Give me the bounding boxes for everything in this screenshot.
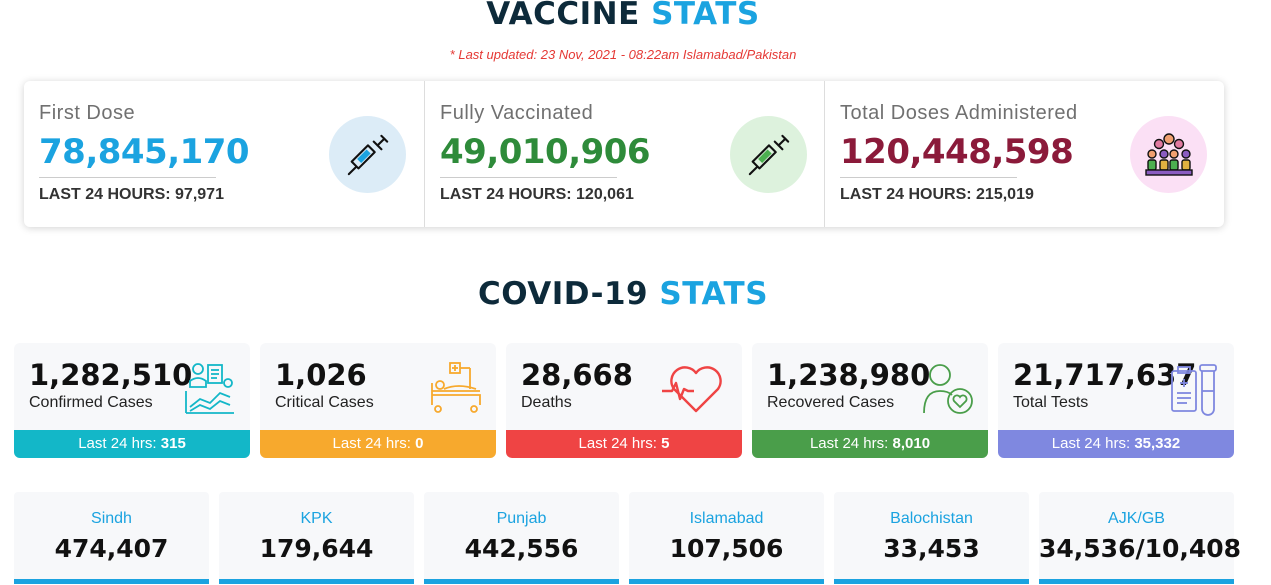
province-name: Islamabad (689, 510, 764, 527)
recovered-cases-card: 1,238,980 Recovered Cases Last 24 hrs: 8… (752, 343, 988, 458)
total-doses-card: Total Doses Administered 120,448,598 LAS… (824, 81, 1224, 227)
critical-cases-value: 1,026 (275, 358, 367, 392)
vaccine-panel: First Dose 78,845,170 LAST 24 HOURS: 97,… (24, 81, 1224, 227)
deaths-value: 28,668 (521, 358, 633, 392)
fully-vaccinated-label: Fully Vaccinated (440, 102, 594, 124)
fully-vaccinated-value: 49,010,906 (440, 132, 651, 172)
total-tests-label: Total Tests (1013, 394, 1089, 411)
confirmed-cases-value: 1,282,510 (29, 358, 193, 392)
first-dose-last24: LAST 24 HOURS: 97,971 (39, 186, 224, 203)
province-name: AJK/GB (1108, 510, 1165, 527)
province-name: Punjab (496, 510, 547, 527)
province-card-sindh: Sindh 474,407 (14, 492, 209, 584)
total-tests-value: 21,717,637 (1013, 358, 1197, 392)
first-dose-card: First Dose 78,845,170 LAST 24 HOURS: 97,… (24, 81, 424, 227)
fully-vaccinated-card: Fully Vaccinated 49,010,906 LAST 24 HOUR… (424, 81, 824, 227)
province-value: 442,556 (464, 534, 579, 563)
total-tests-card: 21,717,637 Total Tests Last 24 hrs: 35,3… (998, 343, 1234, 458)
vaccine-stats-title: VACCINE STATS (486, 0, 760, 32)
province-name: Sindh (91, 510, 132, 527)
confirmed-cases-card: 1,282,510 Confirmed Cases Last 24 hrs: 3… (14, 343, 250, 458)
critical-cases-last24-bar: Last 24 hrs: 0 (260, 430, 496, 458)
confirmed-cases-last24-bar: Last 24 hrs: 315 (14, 430, 250, 458)
province-card-islamabad: Islamabad 107,506 (629, 492, 824, 584)
recovered-cases-value: 1,238,980 (767, 358, 931, 392)
syringe-icon (329, 116, 406, 193)
syringe-green-icon (730, 116, 807, 193)
recovered-person-icon (920, 361, 976, 417)
hospital-bed-icon (428, 361, 484, 417)
critical-cases-card: 1,026 Critical Cases Last 24 hrs: 0 (260, 343, 496, 458)
recovered-cases-last24-bar: Last 24 hrs: 8,010 (752, 430, 988, 458)
province-value: 179,644 (259, 534, 374, 563)
province-card-kpk: KPK 179,644 (219, 492, 414, 584)
province-card-balochistan: Balochistan 33,453 (834, 492, 1029, 584)
heartbeat-icon (662, 361, 730, 417)
chart-analytics-icon (182, 361, 238, 417)
province-card-punjab: Punjab 442,556 (424, 492, 619, 584)
last-updated-note: * Last updated: 23 Nov, 2021 - 08:22am I… (449, 47, 797, 62)
first-dose-value: 78,845,170 (39, 132, 250, 172)
deaths-card: 28,668 Deaths Last 24 hrs: 5 (506, 343, 742, 458)
total-doses-last24: LAST 24 HOURS: 215,019 (840, 186, 1034, 203)
province-value: 34,536/10,408 (1039, 534, 1242, 563)
deaths-last24-bar: Last 24 hrs: 5 (506, 430, 742, 458)
fully-vaccinated-last24: LAST 24 HOURS: 120,061 (440, 186, 634, 203)
recovered-cases-label: Recovered Cases (767, 394, 895, 411)
province-name: Balochistan (890, 510, 973, 527)
crowd-icon (1130, 116, 1207, 193)
province-name: KPK (300, 510, 333, 527)
province-card-ajk-gb: AJK/GB 34,536/10,408 (1039, 492, 1242, 584)
confirmed-cases-label: Confirmed Cases (29, 394, 153, 411)
first-dose-label: First Dose (39, 102, 136, 124)
province-value: 107,506 (669, 534, 784, 563)
province-value: 474,407 (54, 534, 169, 563)
total-tests-last24-bar: Last 24 hrs: 35,332 (998, 430, 1234, 458)
deaths-label: Deaths (521, 394, 572, 411)
total-doses-label: Total Doses Administered (840, 102, 1078, 124)
total-doses-value: 120,448,598 (840, 132, 1074, 172)
province-value: 33,453 (883, 534, 980, 563)
critical-cases-label: Critical Cases (275, 394, 374, 411)
lab-tests-icon (1166, 361, 1222, 417)
covid-stats-title: COVID-19 STATS (477, 276, 769, 312)
